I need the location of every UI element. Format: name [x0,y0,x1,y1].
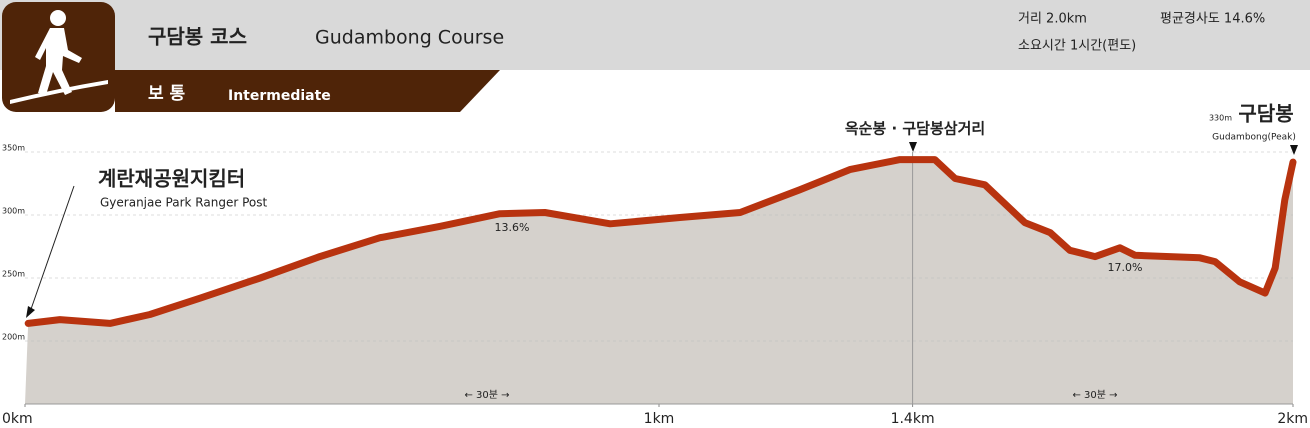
peak-arrow [1290,145,1298,155]
plot: 200m 250m 300m 350m 0km 1km 1.4km 2km [2,144,1308,428]
slope-label: 13.6% [495,221,530,234]
level: 보 통 [148,84,186,104]
slope-label: 17.0% [1108,261,1143,274]
area-fill [25,159,1293,404]
start-label: 계란재공원지킴터 [98,167,245,191]
junction-label: 옥순봉 · 구담봉삼거리 [845,120,985,138]
x-tick-label: 0km [2,411,33,427]
level-band [115,70,500,112]
slope: 평균경사도 14.6% [1160,12,1265,27]
x-tick-label: 1.4km [891,411,935,427]
x-tick-label: 1km [644,411,675,427]
distance: 거리 2.0km [1018,12,1087,27]
peak-label-en: Gudambong(Peak) [1212,133,1296,143]
title: 구담봉 코스 [148,25,247,49]
time-label: ← 30분 → [1072,389,1117,401]
peak-height: 330m [1209,114,1232,123]
time-label: ← 30분 → [464,389,509,401]
y-tick-label: 200m [2,333,25,342]
start-arrow [26,306,35,318]
elevation-line [24,156,1297,327]
start-label-en: Gyeranjae Park Ranger Post [100,196,267,210]
y-tick-label: 300m [2,207,25,216]
annotations: 계란재공원지킴터 Gyeranjae Park Ranger Post 옥순봉 … [26,102,1298,401]
hiker-icon [10,10,108,104]
header-band [0,0,1310,70]
y-tick-label: 250m [2,270,25,279]
subtitle: Gudambong Course [315,27,504,49]
y-tick-label: 350m [2,144,25,153]
start-pointer [29,185,75,313]
junction-arrow [909,142,917,152]
level-en: Intermediate [228,88,331,104]
x-tick-label: 2km [1277,411,1308,427]
time: 소요시간 1시간(편도) [1018,39,1136,54]
peak-label: 구담봉 [1238,102,1293,126]
